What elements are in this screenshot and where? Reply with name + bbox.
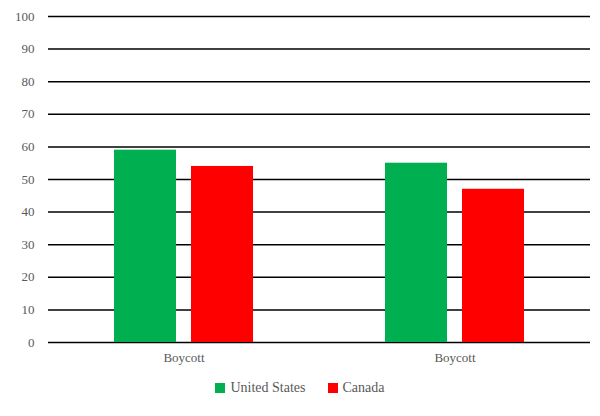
svg-text:90: 90 <box>22 41 35 56</box>
svg-text:Boycott: Boycott <box>163 350 205 365</box>
svg-text:20: 20 <box>22 269 35 284</box>
html-text:United States: United States <box>230 380 306 395</box>
svg-text:50: 50 <box>22 172 35 187</box>
svg-text:70: 70 <box>22 106 35 121</box>
svg-text:0: 0 <box>28 335 35 350</box>
svg-text:30: 30 <box>22 237 35 252</box>
svg-text:100: 100 <box>15 9 35 24</box>
svg-text:40: 40 <box>22 204 35 219</box>
html-text:Canada: Canada <box>342 380 385 395</box>
svg-text:Boycott: Boycott <box>434 350 476 365</box>
svg-text:10: 10 <box>22 302 35 317</box>
svg-text:80: 80 <box>22 74 35 89</box>
svg-text:60: 60 <box>22 139 35 154</box>
